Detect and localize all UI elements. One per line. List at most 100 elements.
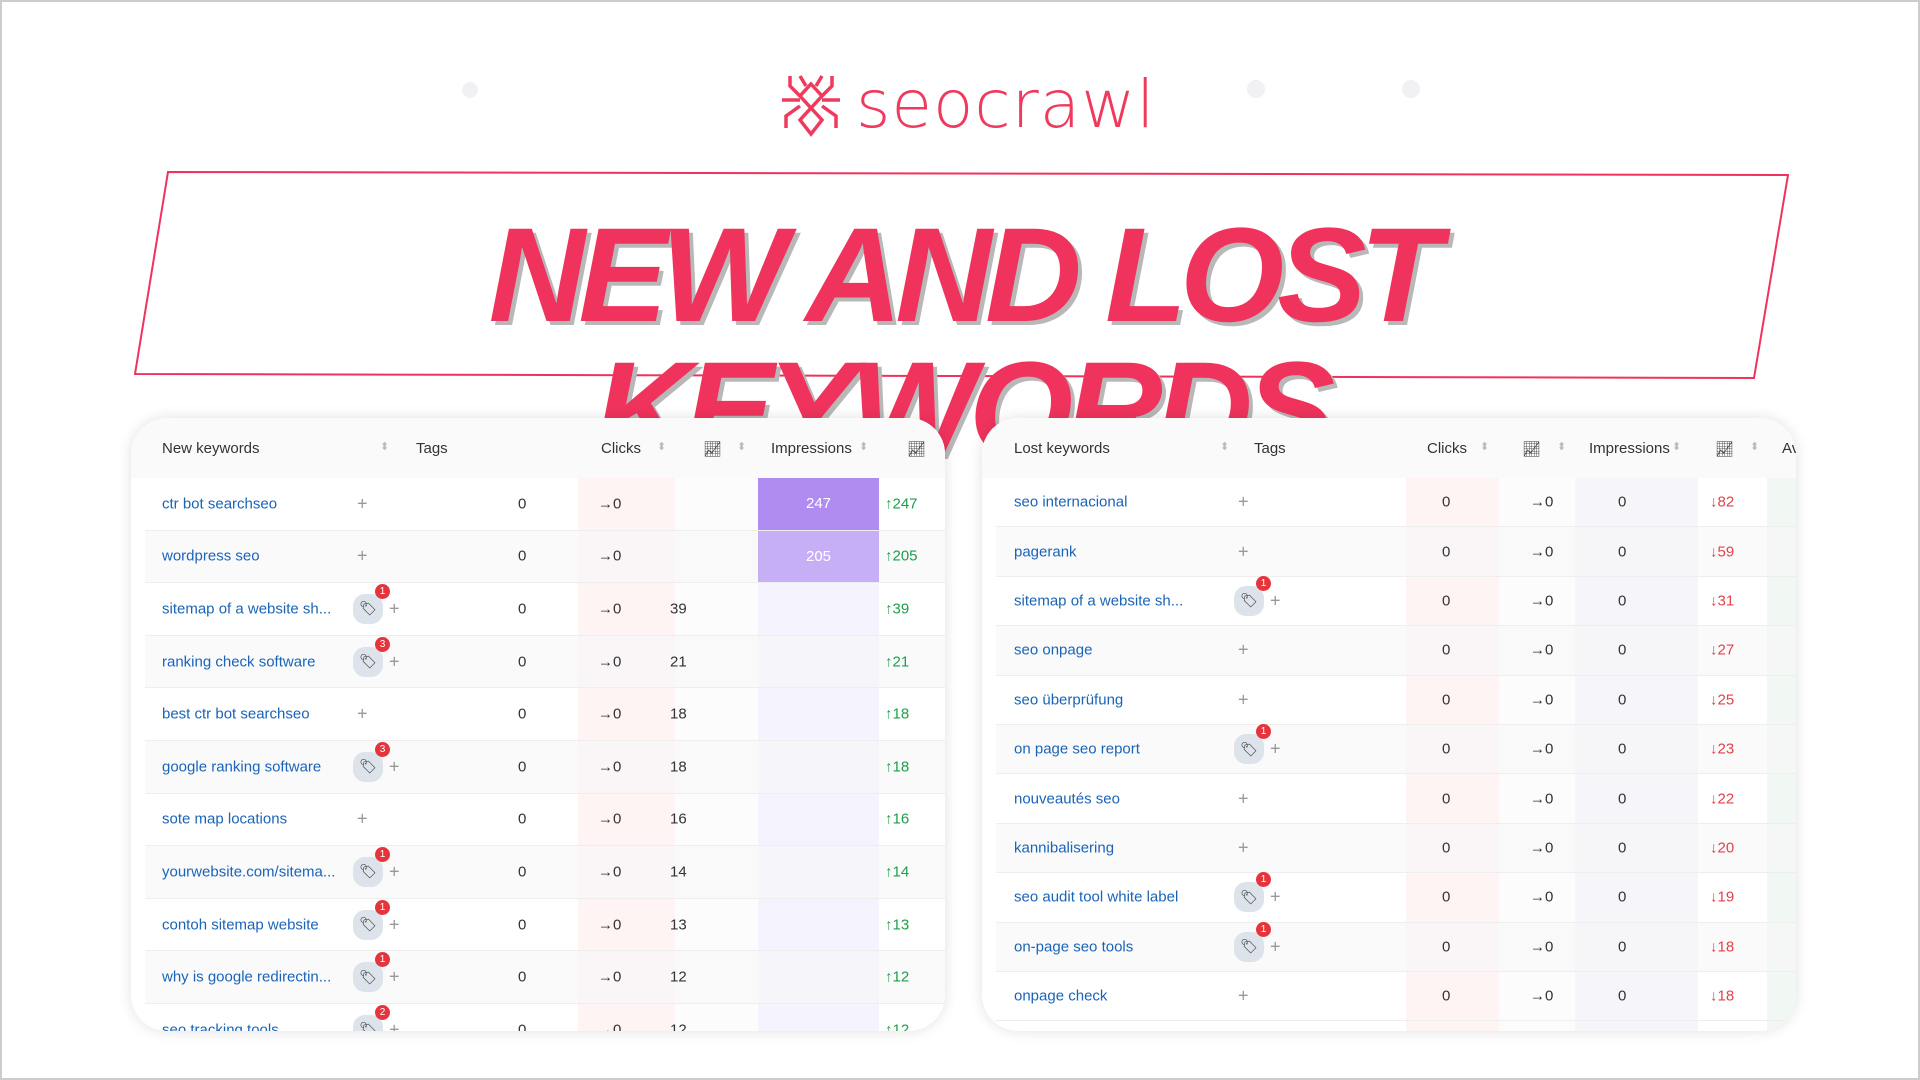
impressions-value: 0 (1618, 987, 1627, 1005)
table-row[interactable]: seo internacional +0 →0 0 ↓82 (996, 478, 1796, 528)
add-tag-button[interactable]: + (1238, 837, 1249, 858)
add-tag-button[interactable]: + (357, 703, 368, 724)
sort-icon[interactable]: ⬍ (380, 441, 390, 453)
table-row[interactable]: why is google redirectin... 🏷︎ 1 +0 →0 12 ↑12 (145, 951, 945, 1004)
add-tag-button[interactable]: + (389, 651, 400, 672)
sort-icon[interactable]: ⬍ (1220, 441, 1230, 453)
add-tag-button[interactable]: + (389, 861, 400, 882)
add-tag-button[interactable]: + (1270, 936, 1281, 957)
impressions-value: 12 (670, 968, 687, 986)
keyword-link[interactable]: contoh sitemap website (162, 916, 319, 934)
tag-button[interactable]: 🏷︎ 1 (353, 899, 390, 940)
add-tag-button[interactable]: + (1270, 886, 1281, 907)
keyword-link[interactable]: seo überprüfung (1014, 691, 1124, 709)
sort-icon[interactable]: ⬍ (657, 441, 667, 453)
chart-icon[interactable]: 📈︎ (703, 441, 723, 458)
table-row[interactable]: google ranking software 🏷︎ 3 +0 →0 18 ↑18 (145, 741, 945, 794)
sort-icon[interactable]: ⬍ (737, 441, 747, 453)
table-row[interactable]: sitemap of a website sh... 🏷︎ 1 +0 →0 39 ↑39 (145, 583, 945, 636)
keyword-link[interactable]: on-page seo tools (1014, 938, 1134, 956)
add-tag-button[interactable]: + (1238, 985, 1249, 1006)
table-row[interactable]: sitemap of a website sh... 🏷︎ 1 +0 →0 0 ↓31 (996, 575, 1796, 627)
table-row[interactable]: ranking check software 🏷︎ 3 +0 →0 21 ↑21 (145, 635, 945, 689)
table-row[interactable]: pagerank +0 →0 0 ↓59 (996, 527, 1796, 577)
keyword-link[interactable]: seo audit tool white label (1014, 888, 1179, 906)
table-row[interactable]: seo audit tool white label 🏷︎ 1 +0 →0 0 ↓19 (996, 872, 1796, 923)
table-row[interactable]: kannibalisering +0 →0 0 ↓20 (996, 823, 1796, 874)
header-impressions[interactable]: Impressions (771, 440, 852, 457)
keyword-link[interactable]: best ctr bot searchseo (162, 705, 310, 723)
table-row[interactable]: ctr bot searchseo +0 →0 247 ↑247 (145, 478, 945, 531)
keyword-link[interactable]: ctr bot searchseo (162, 495, 278, 513)
keyword-link[interactable]: sitemap of a website sh... (162, 600, 332, 618)
table-row[interactable]: nouveautés seo +0 →0 0 ↓22 (996, 774, 1796, 824)
tag-button[interactable]: 🏷︎ 1 (1234, 724, 1271, 765)
header-impressions[interactable]: Impressions (1589, 440, 1670, 457)
add-tag-button[interactable]: + (1270, 590, 1281, 611)
chart-icon[interactable]: 📈︎ (1715, 441, 1735, 458)
sort-icon[interactable]: ⬍ (1557, 441, 1567, 453)
keyword-link[interactable]: seo tracking tools (162, 1021, 279, 1031)
add-tag-button[interactable]: + (389, 966, 400, 987)
tag-button[interactable]: 🏷︎ 1 (1234, 872, 1271, 913)
tag-button[interactable]: 🏷︎ 3 (353, 636, 390, 677)
table-row[interactable]: seo onpage +0 →0 0 ↓27 (996, 626, 1796, 676)
sort-icon[interactable]: ⬍ (859, 441, 869, 453)
table-row[interactable]: on-page seo tools 🏷︎ 1 +0 →0 0 ↓18 (996, 921, 1796, 972)
keyword-link[interactable]: sote map locations (162, 810, 288, 828)
keyword-link[interactable]: nouveautés seo (1014, 790, 1120, 808)
table-row[interactable]: wordpress seo +0 →0 205 ↑205 (145, 530, 945, 584)
tag-button[interactable]: 🏷︎ 2 (353, 1004, 390, 1031)
add-tag-button[interactable]: + (1238, 491, 1249, 512)
tag-button[interactable]: 🏷︎ 1 (1234, 575, 1271, 616)
sort-icon[interactable]: ⬍ (1480, 441, 1490, 453)
clicks-value: 0 (518, 705, 527, 723)
keyword-link[interactable]: yourwebsite.com/sitema... (162, 863, 336, 881)
table-row[interactable]: sote map locations +0 →0 16 ↑16 (145, 794, 945, 847)
add-tag-button[interactable]: + (357, 545, 368, 566)
table-row[interactable]: seo überprüfung +0 →0 0 ↓25 (996, 676, 1796, 725)
chart-icon[interactable]: 📈︎ (907, 441, 927, 458)
keyword-link[interactable]: ranking check software (162, 653, 316, 671)
tag-button[interactable]: 🏷︎ 1 (353, 583, 390, 624)
keyword-link[interactable]: on page seo report (1014, 740, 1140, 758)
header-clicks[interactable]: Clicks (601, 440, 641, 457)
add-tag-button[interactable]: + (389, 756, 400, 777)
header-clicks[interactable]: Clicks (1427, 440, 1467, 457)
table-row[interactable]: onpage check +0 →0 0 ↓18 (996, 972, 1796, 1022)
keyword-link[interactable]: google ranking software (162, 758, 322, 776)
keyword-link[interactable]: why is google redirectin... (162, 968, 332, 986)
sort-icon[interactable]: ⬍ (1750, 441, 1760, 453)
add-tag-button[interactable]: + (1238, 639, 1249, 660)
header-extra[interactable]: Av (1782, 440, 1796, 457)
tag-button[interactable]: 🏷︎ 1 (353, 952, 390, 993)
add-tag-button[interactable]: + (389, 1019, 400, 1031)
sort-icon[interactable]: ⬍ (1672, 441, 1682, 453)
add-tag-button[interactable]: + (389, 598, 400, 619)
keyword-link[interactable]: wordpress seo (162, 547, 260, 565)
chart-icon[interactable]: 📈︎ (1522, 441, 1542, 458)
add-tag-button[interactable]: + (357, 808, 368, 829)
tag-button[interactable]: 🏷︎ 3 (353, 741, 390, 782)
add-tag-button[interactable]: + (1238, 788, 1249, 809)
keyword-link[interactable]: onpage check (1014, 987, 1108, 1005)
table-row[interactable]: on page seo report 🏷︎ 1 +0 →0 0 ↓23 (996, 724, 1796, 775)
add-tag-button[interactable]: + (1238, 689, 1249, 710)
add-tag-button[interactable]: + (1238, 541, 1249, 562)
header-keyword[interactable]: New keywords (162, 440, 260, 457)
table-row[interactable]: seo tracking tools 🏷︎ 2 +0 →0 12 ↑12 (145, 1004, 945, 1031)
header-keyword[interactable]: Lost keywords (1014, 440, 1110, 457)
table-row[interactable]: contoh sitemap website 🏷︎ 1 +0 →0 13 ↑13 (145, 899, 945, 952)
add-tag-button[interactable]: + (357, 493, 368, 514)
keyword-link[interactable]: sitemap of a website sh... (1014, 592, 1184, 610)
add-tag-button[interactable]: + (389, 914, 400, 935)
keyword-link[interactable]: kannibalisering (1014, 839, 1115, 857)
keyword-link[interactable]: pagerank (1014, 543, 1077, 561)
add-tag-button[interactable]: + (1270, 738, 1281, 759)
table-row[interactable]: yourwebsite.com/sitema... 🏷︎ 1 +0 →0 14 ↑14 (145, 846, 945, 899)
keyword-link[interactable]: seo internacional (1014, 493, 1128, 511)
tag-button[interactable]: 🏷︎ 1 (353, 846, 390, 887)
tag-button[interactable]: 🏷︎ 1 (1234, 921, 1271, 962)
table-row[interactable]: best ctr bot searchseo +0 →0 18 ↑18 (145, 688, 945, 741)
keyword-link[interactable]: seo onpage (1014, 641, 1093, 659)
